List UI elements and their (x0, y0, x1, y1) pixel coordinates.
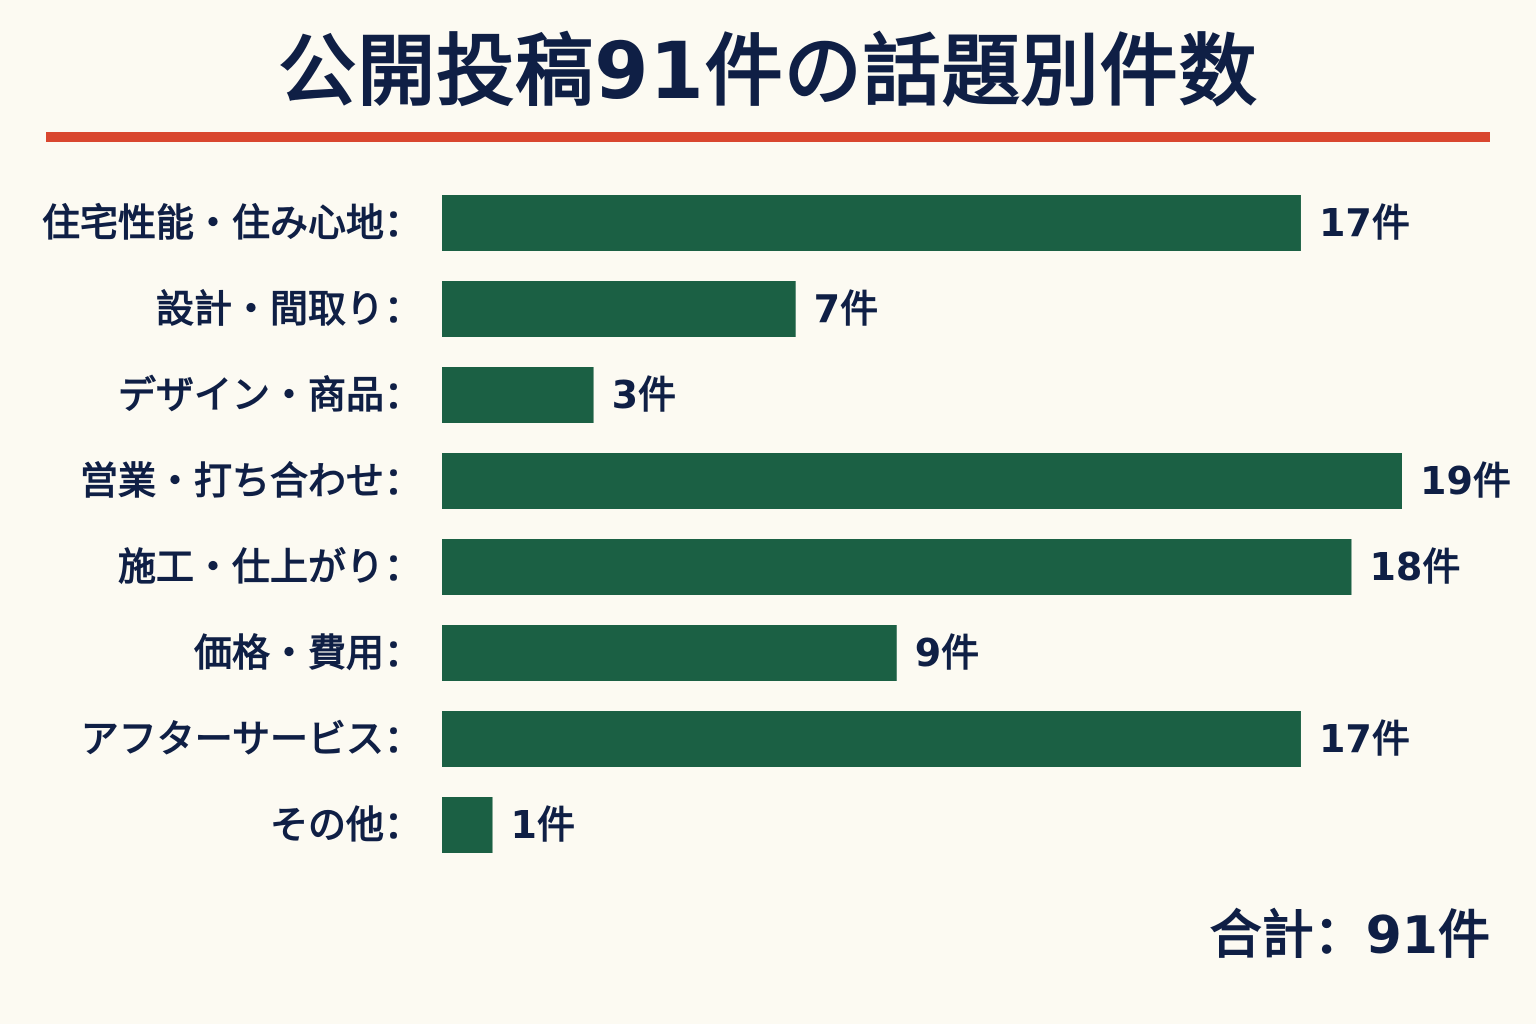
bar (442, 711, 1301, 767)
bar (442, 453, 1402, 509)
category-label: その他： (270, 803, 422, 847)
bar (442, 195, 1301, 251)
value-label: 1件 (511, 803, 575, 847)
category-label: 設計・間取り： (156, 287, 422, 331)
title-underline (46, 132, 1490, 142)
bar (442, 625, 897, 681)
category-label: 住宅性能・住み心地： (42, 201, 422, 245)
category-label: 営業・打ち合わせ： (80, 459, 422, 503)
bar (442, 797, 493, 853)
bar (442, 367, 594, 423)
value-label: 9件 (915, 631, 979, 675)
category-label: 価格・費用： (193, 631, 422, 675)
value-label: 17件 (1319, 717, 1410, 761)
bar (442, 281, 796, 337)
total-count: 合計：91件 (1209, 906, 1490, 966)
category-label: デザイン・商品： (118, 373, 422, 417)
category-label: 施工・仕上がり： (118, 545, 422, 589)
value-label: 3件 (612, 373, 676, 417)
value-label: 17件 (1319, 201, 1410, 245)
chart-title: 公開投稿91件の話題別件数 (278, 27, 1258, 117)
category-label: アフターサービス： (81, 717, 422, 761)
value-label: 18件 (1369, 545, 1460, 589)
value-label: 7件 (814, 287, 878, 331)
bar (442, 539, 1352, 595)
value-label: 19件 (1420, 459, 1511, 503)
